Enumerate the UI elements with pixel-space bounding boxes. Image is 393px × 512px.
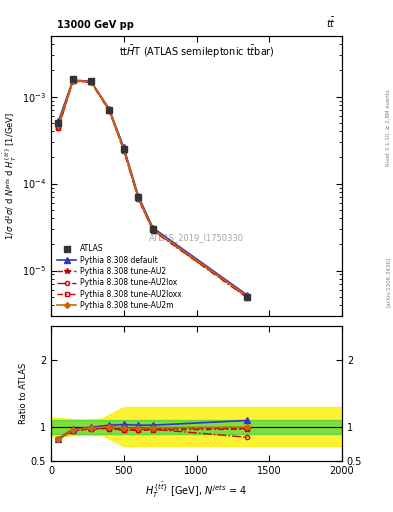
Pythia 8.308 tune-AU2m bbox=[107, 106, 112, 113]
Text: t$\bar{t}$: t$\bar{t}$ bbox=[326, 16, 336, 30]
Pythia 8.308 tune-AU2 bbox=[56, 124, 61, 130]
Pythia 8.308 tune-AU2 bbox=[89, 79, 94, 85]
Pythia 8.308 tune-AU2lox bbox=[245, 294, 250, 301]
Text: tt$\bar{H}$T (ATLAS semileptonic t$\bar{t}$bar): tt$\bar{H}$T (ATLAS semileptonic t$\bar{… bbox=[119, 44, 274, 60]
Text: Rivet 3.1.10, ≥ 2.8M events: Rivet 3.1.10, ≥ 2.8M events bbox=[386, 90, 391, 166]
Pythia 8.308 tune-AU2m bbox=[71, 77, 75, 83]
Pythia 8.308 tune-AU2loxx bbox=[71, 78, 75, 84]
Pythia 8.308 tune-AU2loxx bbox=[245, 295, 250, 301]
Pythia 8.308 tune-AU2loxx bbox=[89, 79, 94, 86]
Text: 13000 GeV pp: 13000 GeV pp bbox=[57, 20, 134, 30]
Legend: ATLAS, Pythia 8.308 default, Pythia 8.308 tune-AU2, Pythia 8.308 tune-AU2lox, Py: ATLAS, Pythia 8.308 default, Pythia 8.30… bbox=[55, 242, 184, 312]
Y-axis label: 1/$\sigma$ d$^2\sigma$/ d $N^{jets}$ d $H_T^{\{t\bar{t}\}}$ [1/GeV]: 1/$\sigma$ d$^2\sigma$/ d $N^{jets}$ d $… bbox=[2, 112, 19, 240]
Text: [arXiv:1306.3436]: [arXiv:1306.3436] bbox=[386, 257, 391, 307]
Pythia 8.308 default bbox=[121, 144, 126, 151]
Pythia 8.308 tune-AU2lox bbox=[151, 227, 155, 233]
Pythia 8.308 tune-AU2m bbox=[56, 122, 61, 128]
Line: Pythia 8.308 tune-AU2: Pythia 8.308 tune-AU2 bbox=[55, 78, 250, 300]
Pythia 8.308 tune-AU2m bbox=[89, 78, 94, 84]
Pythia 8.308 tune-AU2lox bbox=[121, 147, 126, 154]
Text: ATLAS_2019_I1750330: ATLAS_2019_I1750330 bbox=[149, 233, 244, 242]
ATLAS bbox=[121, 146, 126, 152]
Pythia 8.308 tune-AU2loxx bbox=[136, 196, 141, 202]
Pythia 8.308 tune-AU2 bbox=[107, 107, 112, 113]
Pythia 8.308 tune-AU2m bbox=[151, 226, 155, 232]
ATLAS bbox=[107, 107, 112, 113]
X-axis label: $H_T^{\{t\bar{t}\}}$ [GeV], $N^{jets}$ = 4: $H_T^{\{t\bar{t}\}}$ [GeV], $N^{jets}$ =… bbox=[145, 481, 248, 500]
Pythia 8.308 tune-AU2lox bbox=[136, 196, 141, 202]
Pythia 8.308 tune-AU2 bbox=[151, 227, 155, 233]
Pythia 8.308 tune-AU2lox bbox=[89, 79, 94, 85]
Pythia 8.308 tune-AU2loxx bbox=[56, 125, 61, 132]
Line: Pythia 8.308 tune-AU2m: Pythia 8.308 tune-AU2m bbox=[56, 78, 250, 298]
Pythia 8.308 tune-AU2m bbox=[121, 146, 126, 153]
Line: Pythia 8.308 tune-AU2loxx: Pythia 8.308 tune-AU2loxx bbox=[56, 79, 250, 300]
Pythia 8.308 tune-AU2m bbox=[245, 293, 250, 300]
Pythia 8.308 tune-AU2lox bbox=[107, 108, 112, 114]
Pythia 8.308 default bbox=[136, 193, 141, 199]
Line: Pythia 8.308 tune-AU2lox: Pythia 8.308 tune-AU2lox bbox=[56, 79, 250, 300]
Pythia 8.308 default bbox=[245, 292, 250, 298]
Y-axis label: Ratio to ATLAS: Ratio to ATLAS bbox=[19, 363, 28, 424]
Pythia 8.308 default bbox=[107, 106, 112, 112]
Pythia 8.308 default bbox=[89, 78, 94, 84]
ATLAS bbox=[151, 226, 155, 232]
Pythia 8.308 tune-AU2loxx bbox=[121, 148, 126, 154]
Pythia 8.308 tune-AU2 bbox=[136, 195, 141, 201]
Pythia 8.308 tune-AU2lox bbox=[56, 124, 61, 131]
ATLAS bbox=[89, 78, 94, 84]
Pythia 8.308 tune-AU2 bbox=[121, 146, 126, 153]
Pythia 8.308 tune-AU2 bbox=[71, 78, 75, 84]
Pythia 8.308 tune-AU2lox bbox=[71, 78, 75, 84]
Line: Pythia 8.308 default: Pythia 8.308 default bbox=[55, 77, 250, 298]
Pythia 8.308 default bbox=[71, 77, 75, 83]
Pythia 8.308 tune-AU2loxx bbox=[107, 108, 112, 114]
Pythia 8.308 tune-AU2 bbox=[245, 293, 250, 300]
Line: ATLAS: ATLAS bbox=[55, 75, 251, 300]
Pythia 8.308 tune-AU2m bbox=[136, 195, 141, 201]
Pythia 8.308 default bbox=[56, 118, 61, 124]
Pythia 8.308 tune-AU2loxx bbox=[151, 227, 155, 233]
ATLAS bbox=[136, 194, 141, 200]
ATLAS bbox=[56, 120, 61, 126]
ATLAS bbox=[71, 76, 75, 82]
Pythia 8.308 default bbox=[151, 225, 155, 231]
ATLAS bbox=[245, 293, 250, 300]
